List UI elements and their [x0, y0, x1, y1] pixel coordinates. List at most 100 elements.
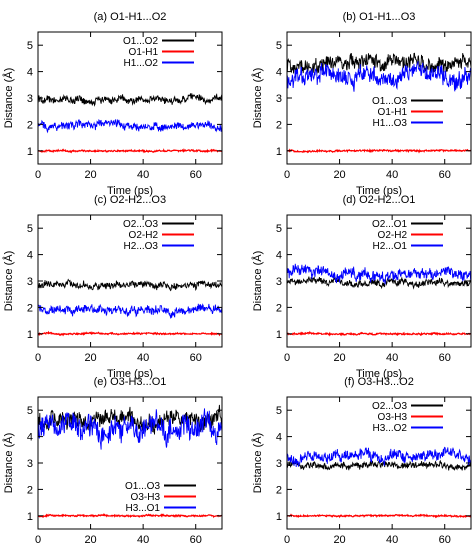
y-tick-label: 5: [276, 405, 282, 417]
legend-label: O2...O1: [372, 219, 407, 230]
x-tick-label: 40: [386, 534, 398, 546]
legend-label: H2...O3: [124, 241, 159, 252]
x-tick-label: 0: [35, 352, 41, 364]
x-axis-label: Time (ps): [356, 368, 402, 380]
legend-label: O2-H2: [129, 230, 159, 241]
series-line-O1...O3: [287, 52, 471, 75]
legend-label: O1...O3: [125, 481, 160, 492]
y-tick-label: 1: [27, 146, 33, 158]
plot-area: [287, 446, 471, 519]
series-line-H3...O1: [38, 408, 222, 450]
plot-area: [38, 93, 222, 154]
y-tick-label: 5: [276, 40, 282, 52]
legend-label: H2...O1: [373, 241, 408, 252]
x-tick-label: 20: [333, 169, 345, 181]
legend-label: O2-H2: [378, 230, 408, 241]
plot-area: [38, 404, 222, 519]
series-line-O1...O2: [38, 93, 222, 107]
y-axis-label: Distance (Å): [251, 251, 264, 312]
y-tick-label: 1: [276, 511, 282, 523]
y-tick-label: 3: [276, 276, 282, 288]
series-line-O3-H3: [38, 513, 222, 519]
series-line-O2-H2: [38, 330, 222, 337]
x-tick-label: 40: [137, 169, 149, 181]
panel-title: (c) O2-H2...O3: [94, 194, 166, 206]
x-tick-label: 0: [35, 169, 41, 181]
x-tick-label: 0: [35, 534, 41, 546]
x-axis-label: Time (ps): [356, 185, 402, 197]
x-tick-label: 40: [386, 352, 398, 364]
y-tick-label: 5: [27, 223, 33, 235]
y-tick-label: 3: [27, 276, 33, 288]
legend-label: O2...O3: [123, 219, 158, 230]
x-tick-label: 60: [190, 352, 202, 364]
x-tick-label: 0: [284, 352, 290, 364]
y-tick-label: 1: [27, 511, 33, 523]
y-tick-label: 3: [276, 93, 282, 105]
y-tick-label: 5: [27, 405, 33, 417]
y-tick-label: 5: [27, 40, 33, 52]
series-line-H1...O3: [287, 61, 471, 92]
panel-1: (a) O1-H1...O2 0 20 40 60 1 2 3 4 5 Time (ps) Dista…: [2, 11, 223, 197]
legend-label: H3...O2: [373, 423, 408, 434]
panel-title: (d) O2-H2...O1: [343, 194, 416, 206]
panel-title: (b) O1-H1...O3: [343, 11, 416, 23]
x-tick-label: 20: [84, 534, 96, 546]
panel-3: (c) O2-H2...O3 0 20 40 60 1 2 3 4 5 Time (ps) Dista…: [2, 194, 223, 380]
legend-label: O1...O3: [372, 96, 407, 107]
x-tick-label: 60: [439, 534, 451, 546]
x-tick-label: 60: [190, 534, 202, 546]
y-tick-label: 4: [276, 250, 282, 262]
legend-label: O1-H1: [378, 107, 408, 118]
series-line-O2...O3: [38, 278, 222, 292]
legend-label: O1-H1: [129, 47, 159, 58]
panel-title: (a) O1-H1...O2: [94, 11, 167, 23]
x-tick-label: 60: [439, 352, 451, 364]
x-tick-label: 0: [284, 534, 290, 546]
series-line-H2...O3: [38, 303, 222, 319]
legend-label: H1...O3: [373, 118, 408, 129]
x-axis-label: Time (ps): [107, 185, 153, 197]
y-tick-label: 4: [27, 432, 33, 444]
y-tick-label: 1: [276, 329, 282, 341]
x-tick-label: 60: [439, 169, 451, 181]
y-axis-label: Distance (Å): [2, 251, 15, 312]
y-tick-label: 4: [27, 67, 33, 79]
y-tick-label: 2: [27, 302, 33, 314]
series-line-O1-H1: [38, 148, 222, 154]
y-tick-label: 1: [27, 329, 33, 341]
y-axis-label: Distance (Å): [251, 433, 264, 494]
y-tick-label: 4: [276, 67, 282, 79]
y-tick-label: 3: [27, 458, 33, 470]
plot-area: [287, 263, 471, 337]
legend-label: O2...O3: [372, 401, 407, 412]
x-tick-label: 20: [333, 534, 345, 546]
y-tick-label: 2: [276, 119, 282, 131]
legend-label: O3-H3: [378, 412, 408, 423]
series-line-O3-H3: [287, 513, 471, 519]
series-line-H1...O2: [38, 118, 222, 134]
legend-label: H1...O2: [124, 58, 159, 69]
y-tick-label: 2: [276, 302, 282, 314]
y-axis-label: Distance (Å): [2, 433, 15, 494]
legend-label: H3...O1: [126, 503, 161, 514]
x-tick-label: 40: [137, 534, 149, 546]
y-tick-label: 3: [276, 458, 282, 470]
x-tick-label: 20: [84, 169, 96, 181]
panel-2: (b) O1-H1...O3 0 20 40 60 1 2 3 4 5 Time (ps) Dista…: [251, 11, 472, 197]
series-line-H3...O2: [287, 446, 471, 468]
y-tick-label: 5: [276, 223, 282, 235]
x-axis-label: Time (ps): [107, 368, 153, 380]
series-line-H2...O1: [287, 263, 471, 285]
y-tick-label: 4: [27, 250, 33, 262]
y-tick-label: 1: [276, 146, 282, 158]
x-tick-label: 0: [284, 169, 290, 181]
x-tick-label: 20: [84, 352, 96, 364]
x-tick-label: 20: [333, 352, 345, 364]
plot-area: [287, 52, 471, 154]
y-tick-label: 2: [27, 484, 33, 496]
y-tick-label: 4: [276, 432, 282, 444]
